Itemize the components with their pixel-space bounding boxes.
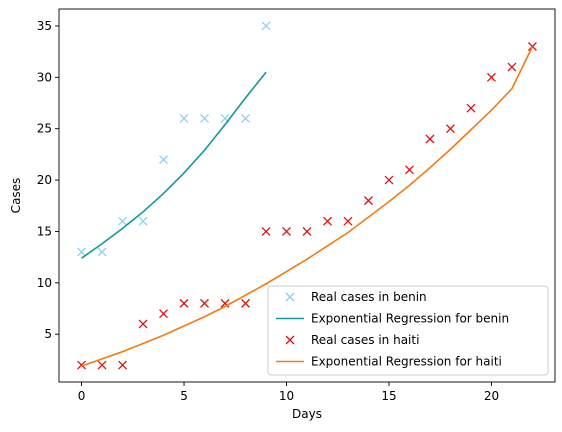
data-point-series-2-5 [179, 298, 189, 308]
y-tick-label: 25 [37, 122, 52, 136]
data-point-series-0-0 [77, 247, 87, 257]
legend: Real cases in benin Exponential Regressio… [267, 285, 549, 376]
series-line-1 [81, 71, 267, 259]
data-point-series-0-3 [138, 216, 148, 226]
y-tick-label: 10 [37, 276, 52, 290]
legend-label: Exponential Regression for benin [311, 312, 509, 326]
data-point-series-2-13 [343, 216, 353, 226]
y-tick-label: 5 [44, 327, 52, 341]
x-tick-label: 20 [484, 389, 499, 403]
series-line-3 [81, 46, 534, 367]
data-point-series-2-11 [302, 227, 312, 236]
plot-frame [58, 8, 556, 383]
data-point-series-2-17 [425, 134, 435, 144]
axes: 0 5 10 15 20 5 10 15 20 25 30 35 [37, 8, 556, 403]
data-point-series-2-21 [507, 62, 517, 72]
y-axis-label: Cases [9, 178, 23, 214]
legend-label: Real cases in haiti [311, 333, 419, 347]
legend-label: Real cases in benin [311, 290, 427, 304]
data-point-series-2-1 [97, 360, 107, 370]
data-point-series-0-9 [261, 21, 271, 31]
x-tick-label: 15 [381, 389, 396, 403]
data-point-series-2-9 [261, 227, 271, 236]
y-tick-label: 20 [37, 173, 52, 187]
legend-item: Exponential Regression for haiti [276, 355, 502, 369]
data-point-series-2-19 [466, 103, 476, 113]
data-point-series-2-14 [364, 196, 373, 206]
x-axis-label: Days [292, 407, 322, 421]
data-point-series-2-15 [384, 175, 394, 185]
data-point-series-0-4 [159, 155, 168, 164]
legend-item: Real cases in haiti [285, 333, 419, 347]
data-point-series-0-6 [200, 113, 209, 123]
x-tick-label: 5 [180, 389, 188, 403]
data-point-series-2-2 [118, 360, 127, 370]
legend-label: Exponential Regression for haiti [311, 355, 502, 369]
data-point-series-2-16 [405, 165, 414, 175]
data-point-series-2-8 [241, 298, 250, 308]
y-tick-label: 30 [37, 70, 52, 84]
plot-area [77, 21, 537, 370]
legend-box [267, 285, 549, 376]
data-point-series-2-22 [527, 42, 537, 51]
data-point-series-0-1 [97, 247, 107, 257]
data-point-series-0-5 [179, 113, 189, 123]
data-point-series-2-3 [138, 319, 148, 329]
data-point-series-2-18 [446, 124, 455, 134]
legend-marker-swatch [285, 292, 295, 302]
data-point-series-2-12 [323, 216, 332, 226]
data-point-series-2-6 [200, 298, 209, 308]
data-point-series-2-0 [77, 360, 87, 370]
legend-item: Exponential Regression for benin [276, 312, 509, 326]
data-point-series-2-7 [220, 298, 230, 308]
data-point-series-2-10 [282, 227, 291, 236]
y-tick-label: 15 [37, 224, 52, 238]
y-tick-label: 35 [37, 19, 52, 33]
data-point-series-2-20 [487, 72, 496, 82]
legend-marker-swatch [285, 335, 295, 345]
data-point-series-2-4 [159, 309, 168, 319]
x-tick-label: 10 [279, 389, 294, 403]
data-point-series-0-2 [118, 216, 127, 226]
legend-item: Real cases in benin [285, 290, 427, 304]
data-point-series-0-8 [241, 113, 250, 123]
x-tick-label: 0 [78, 389, 86, 403]
